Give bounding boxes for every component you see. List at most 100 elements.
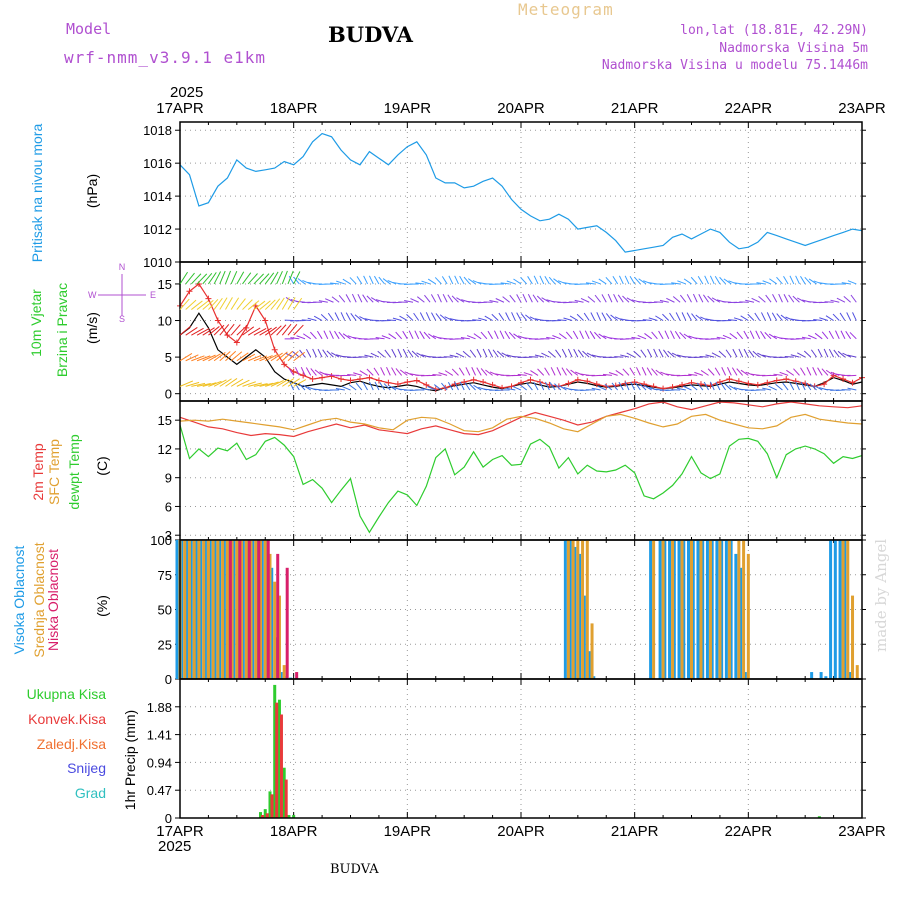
cloud_cover-bar <box>184 540 188 679</box>
wind-barb <box>489 299 499 303</box>
wind-barb-strong <box>270 325 282 336</box>
wind-barb <box>464 382 471 391</box>
compass-icon: N W E S <box>88 262 156 324</box>
gust-marker <box>300 372 307 379</box>
wind-barb <box>558 384 567 391</box>
wind-barb <box>835 330 840 340</box>
wind-barb <box>550 367 556 376</box>
wind-barb <box>534 354 544 358</box>
wind-barb <box>663 349 670 358</box>
cloud_cover-bar <box>203 540 207 679</box>
wind-barb <box>437 293 442 303</box>
wind-barb <box>703 381 709 391</box>
wind-barb <box>363 275 368 285</box>
wind-barb <box>843 295 851 303</box>
wind-barb <box>756 282 766 285</box>
precipitation-panel-frame <box>179 678 863 819</box>
wind-barb <box>590 312 596 321</box>
cloud_cover-bar <box>737 540 741 679</box>
coords-label: lon,lat (18.81E, 42.29N) <box>680 23 868 38</box>
cloud_cover-bar <box>232 540 236 679</box>
wind-barb <box>362 294 368 303</box>
wind-barb <box>837 350 846 358</box>
temperature-series-line <box>179 424 863 534</box>
wind-barb-strong <box>287 270 294 285</box>
wind-barb <box>407 349 414 358</box>
wind-barb <box>556 367 562 376</box>
cloud_cover-bar <box>216 540 220 679</box>
wind-barb-strong <box>264 299 276 310</box>
gust-marker <box>518 379 524 386</box>
wind-barb <box>455 352 465 358</box>
wind-barb <box>523 372 533 376</box>
gust-marker <box>650 383 657 390</box>
x-tick-label-top: 23APR <box>838 100 886 117</box>
wind-barb <box>417 296 425 303</box>
wind-barb <box>391 348 397 358</box>
wind-barb-strong <box>276 324 287 336</box>
wind-barb <box>331 352 340 358</box>
wind-barb-strong <box>276 271 283 285</box>
cloud_cover-bar <box>715 540 719 679</box>
gust-marker <box>716 378 723 385</box>
cloud_cover-bar <box>824 676 828 679</box>
wind-barb <box>776 313 783 321</box>
cloud_cover-bar <box>279 672 283 679</box>
cloud_cover-bar <box>649 540 653 679</box>
wind-barb <box>513 278 522 285</box>
wind-barb <box>594 294 601 303</box>
cloud_cover-bar <box>855 665 859 679</box>
wind-barb-strong <box>287 378 300 387</box>
wind-barb <box>309 331 317 340</box>
wind-barb-strong <box>242 299 253 310</box>
wind-barb <box>336 280 345 285</box>
wind-barb-strong <box>219 324 230 336</box>
wind-barb <box>388 384 397 391</box>
wind-barb <box>804 276 812 285</box>
wind-barb <box>327 312 334 321</box>
wind-barb <box>362 381 368 391</box>
wind-barb <box>705 354 715 358</box>
wind-barb <box>541 352 550 358</box>
top-year: 2025 <box>170 84 204 101</box>
wind-barb <box>696 382 704 391</box>
wind-barb-strong <box>179 325 192 336</box>
gust-marker <box>584 378 591 385</box>
wind-barb <box>380 367 386 376</box>
wind-barb <box>414 330 420 340</box>
cloud_cover-bar <box>238 540 242 679</box>
wind-barb <box>404 300 414 303</box>
wind-barb <box>760 312 766 321</box>
temperature-series-line <box>179 413 863 433</box>
cloud_cover-bar <box>249 540 253 679</box>
wind-barb-strong <box>287 297 296 310</box>
precip-legend-conv: Konvek.Kisa <box>28 711 106 727</box>
wind-barb <box>395 368 403 376</box>
wind-barb <box>425 312 431 321</box>
wind-barb <box>368 275 374 285</box>
wind-barb <box>384 349 391 358</box>
wind-barb <box>842 352 851 358</box>
cloud_cover-bar <box>183 540 187 679</box>
y-tick-label: 0.94 <box>147 755 172 770</box>
x-tick-label-top: 21APR <box>611 100 659 117</box>
wind-barb <box>366 295 374 303</box>
cloud_cover-bar <box>819 672 823 679</box>
x-tick-label-bottom: 21APR <box>611 823 659 840</box>
x-tick-label-top: 20APR <box>497 100 545 117</box>
y-tick-label: 15 <box>158 277 172 292</box>
wind-barb-strong <box>179 353 193 362</box>
wind-barb <box>768 385 777 391</box>
cloud_cover-bar <box>708 540 712 679</box>
wind-barb <box>836 297 846 303</box>
wind-barb-strong <box>202 327 215 336</box>
gust-marker <box>262 317 269 324</box>
wind-barb <box>382 278 391 285</box>
wind-barb-strong <box>219 270 226 285</box>
wind-barb <box>586 352 596 358</box>
cloud_cover-bar <box>585 540 589 679</box>
cloud_cover-bar <box>663 540 667 679</box>
wind-barb <box>601 312 607 321</box>
wind-barb <box>505 312 511 321</box>
wind-barb <box>357 293 363 303</box>
